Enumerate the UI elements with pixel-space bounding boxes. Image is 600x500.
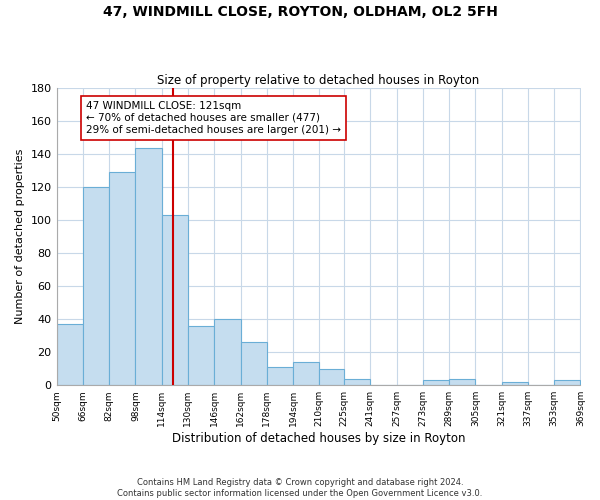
- Bar: [56, 324, 83, 385]
- Bar: [344, 378, 370, 385]
- Text: Contains HM Land Registry data © Crown copyright and database right 2024.
Contai: Contains HM Land Registry data © Crown c…: [118, 478, 482, 498]
- Bar: [136, 148, 161, 385]
- Bar: [293, 362, 319, 385]
- Y-axis label: Number of detached properties: Number of detached properties: [15, 149, 25, 324]
- Bar: [214, 319, 241, 385]
- Bar: [241, 342, 267, 385]
- Bar: [554, 380, 580, 385]
- Bar: [449, 378, 475, 385]
- Bar: [188, 326, 214, 385]
- Title: Size of property relative to detached houses in Royton: Size of property relative to detached ho…: [157, 74, 479, 87]
- Text: 47, WINDMILL CLOSE, ROYTON, OLDHAM, OL2 5FH: 47, WINDMILL CLOSE, ROYTON, OLDHAM, OL2 …: [103, 5, 497, 19]
- Text: 47 WINDMILL CLOSE: 121sqm
← 70% of detached houses are smaller (477)
29% of semi: 47 WINDMILL CLOSE: 121sqm ← 70% of detac…: [86, 102, 341, 134]
- Bar: [83, 187, 109, 385]
- Bar: [109, 172, 136, 385]
- Bar: [319, 368, 344, 385]
- Bar: [267, 367, 293, 385]
- X-axis label: Distribution of detached houses by size in Royton: Distribution of detached houses by size …: [172, 432, 465, 445]
- Bar: [502, 382, 528, 385]
- Bar: [161, 215, 188, 385]
- Bar: [423, 380, 449, 385]
